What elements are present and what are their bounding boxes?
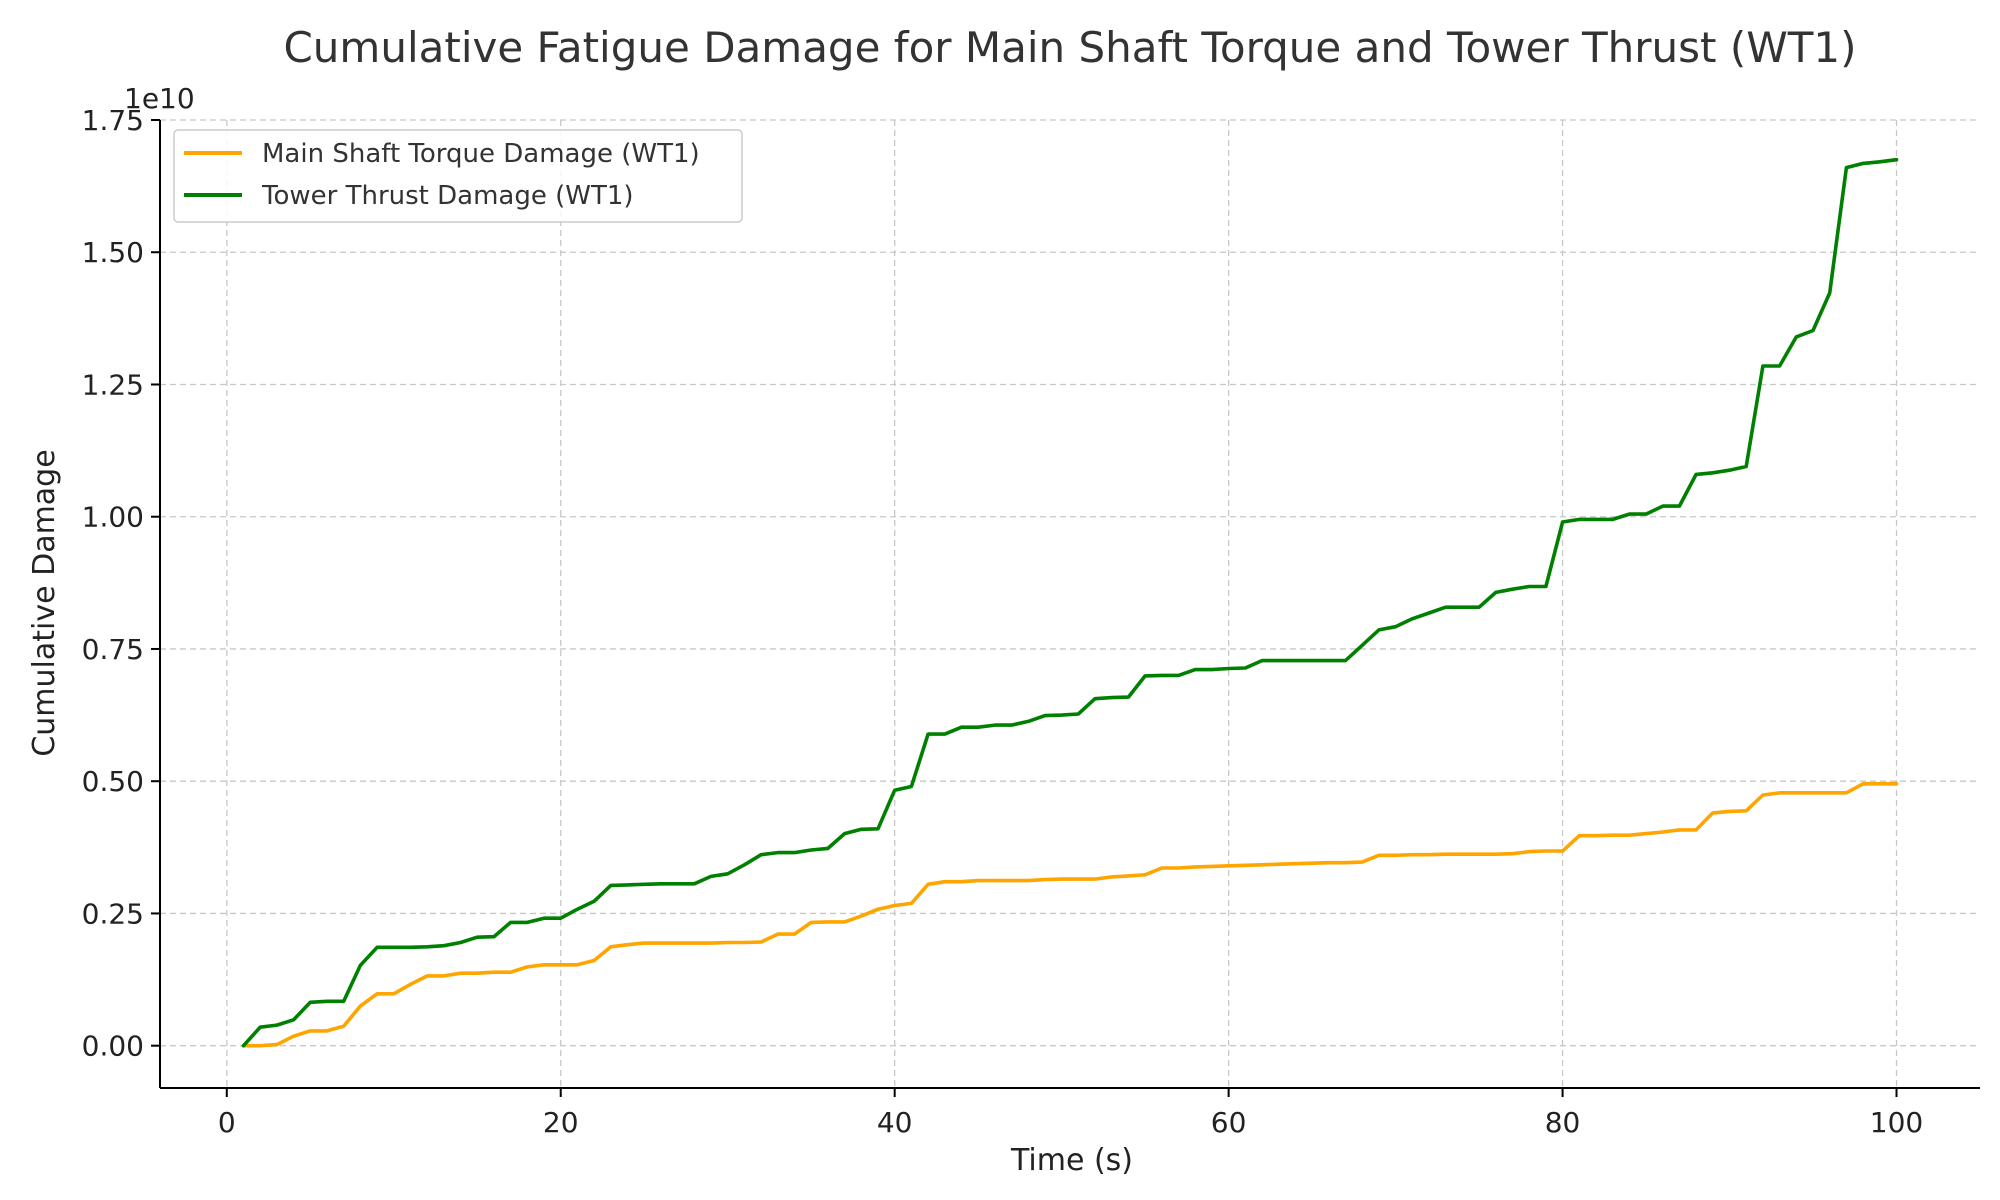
x-tick-label: 100 <box>1870 1106 1923 1139</box>
x-axis-title: Time (s) <box>1010 1143 1133 1178</box>
legend-box <box>173 129 743 223</box>
legend: Main Shaft Torque Damage (WT1) Tower Thr… <box>173 129 743 223</box>
x-tick-label: 0 <box>218 1106 236 1139</box>
y-tick-label: 0.50 <box>82 765 144 798</box>
chart-title: Cumulative Fatigue Damage for Main Shaft… <box>283 23 1856 72</box>
grid-lines <box>160 119 1980 1088</box>
y-axis-title: Cumulative Damage <box>27 449 62 756</box>
series-lines <box>241 157 1899 1048</box>
legend-label-tower-thrust: Tower Thrust Damage (WT1) <box>261 181 634 211</box>
series-line-main-shaft-torque <box>241 781 1899 1048</box>
series-line-tower-thrust <box>241 157 1899 1048</box>
x-tick-label: 40 <box>877 1106 913 1139</box>
y-axis-offset-label: 1e10 <box>124 82 195 115</box>
y-tick-label: 1.50 <box>82 236 144 269</box>
legend-label-main-shaft-torque: Main Shaft Torque Damage (WT1) <box>262 139 700 169</box>
y-tick-label: 1.00 <box>82 501 144 534</box>
x-tick-label: 20 <box>543 1106 579 1139</box>
y-tick-label: 0.25 <box>82 897 144 930</box>
y-tick-label: 1.25 <box>82 368 144 401</box>
x-tick-label: 80 <box>1545 1106 1581 1139</box>
x-tick-label: 60 <box>1211 1106 1247 1139</box>
y-tick-label: 0.75 <box>82 633 144 666</box>
axes: 0 20 40 60 80 100 0.00 0.25 0.50 0.75 1.00 1.25 1.50… <box>82 104 1980 1139</box>
y-tick-label: 0.00 <box>82 1030 144 1063</box>
y-tick-label: 1.75 <box>82 104 144 137</box>
